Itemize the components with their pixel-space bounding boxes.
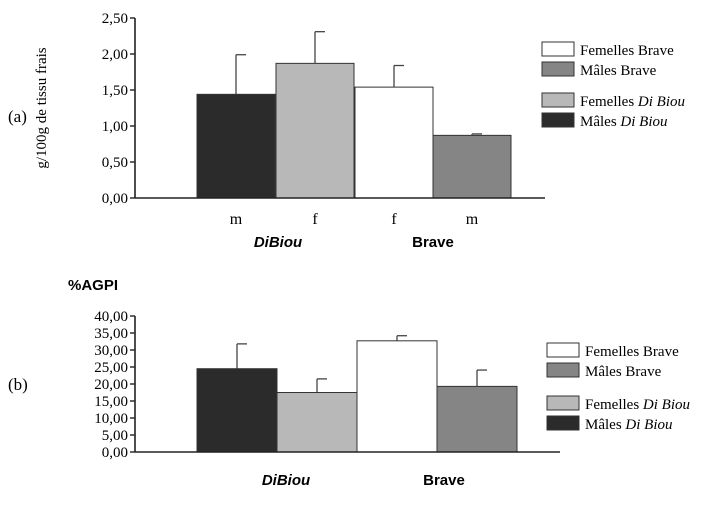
legend-swatch [541,112,575,128]
legend-swatch [541,41,575,57]
legend-label: Femelles Di Biou [585,397,690,413]
legend-label: Mâles Brave [585,364,662,380]
y-axis-label: %AGPI [68,277,118,294]
legend-label-text: Femelles Brave [580,43,674,59]
category-label: f [391,211,397,228]
legend-swatch [546,362,580,378]
y-tick-label: 20,00 [94,377,128,393]
chart-panel-a: (a) g/100g de tissu frais m f f m 0,00 0,50 1,00… [8,11,685,251]
legend-label-italic: Di Biou [637,94,685,110]
group-label: DiBiou [254,234,302,251]
bar [356,340,438,453]
bar [275,62,355,199]
legend-label: Mâles Di Biou [580,114,668,130]
bar [432,134,512,199]
legend-label: Femelles Di Biou [580,94,685,110]
y-tick-label: 2,00 [102,47,128,63]
bar [276,392,358,453]
legend-label-text: Mâles [580,114,620,130]
y-tick-label: 1,50 [102,83,128,99]
bar [196,368,278,453]
panel-label: (b) [8,375,28,394]
bar [436,385,518,453]
y-tick-label: 1,00 [102,119,128,135]
y-tick-label: 35,00 [94,326,128,342]
y-tick-label: 0,00 [102,191,128,207]
legend-swatch [546,395,580,411]
category-label: m [230,211,243,228]
legend-label-italic: Di Biou [619,114,667,130]
legend-label: Femelles Brave [585,344,679,360]
y-tick-label: 0,00 [102,445,128,461]
legend-label: Femelles Brave [580,43,674,59]
y-tick-label: 15,00 [94,394,128,410]
y-tick-label: 25,00 [94,360,128,376]
legend-swatch [541,92,575,108]
y-tick-label: 0,50 [102,155,128,171]
y-tick-label: 30,00 [94,343,128,359]
legend-label-text: Femelles Brave [585,344,679,360]
legend-label-text: Mâles Brave [580,63,657,79]
bar [196,93,276,199]
group-label: DiBiou [262,472,310,489]
legend-label-text: Mâles [585,417,625,433]
y-tick-label: 5,00 [102,428,128,444]
legend-label-text: Femelles [580,94,638,110]
legend-label-italic: Di Biou [624,417,672,433]
category-label: f [312,211,318,228]
legend-swatch [546,415,580,431]
y-tick-label: 2,50 [102,11,128,27]
legend-label-italic: Di Biou [642,397,690,413]
chart-panel-b: (b) %AGPI 0,005,0010,0015,0020,0025,0030,0… [8,277,690,489]
legend-swatch [546,342,580,358]
y-tick-label: 10,00 [94,411,128,427]
legend-label: Mâles Brave [580,63,657,79]
y-axis-label: g/100g de tissu frais [34,47,50,168]
legend-label-text: Mâles Brave [585,364,662,380]
bar [354,86,434,199]
group-label: Brave [412,234,454,251]
legend-label: Mâles Di Biou [585,417,673,433]
panel-label: (a) [8,107,27,126]
group-label: Brave [423,472,465,489]
legend-swatch [541,61,575,77]
category-label: m [466,211,479,228]
y-tick-label: 40,00 [94,309,128,325]
legend-label-text: Femelles [585,397,643,413]
